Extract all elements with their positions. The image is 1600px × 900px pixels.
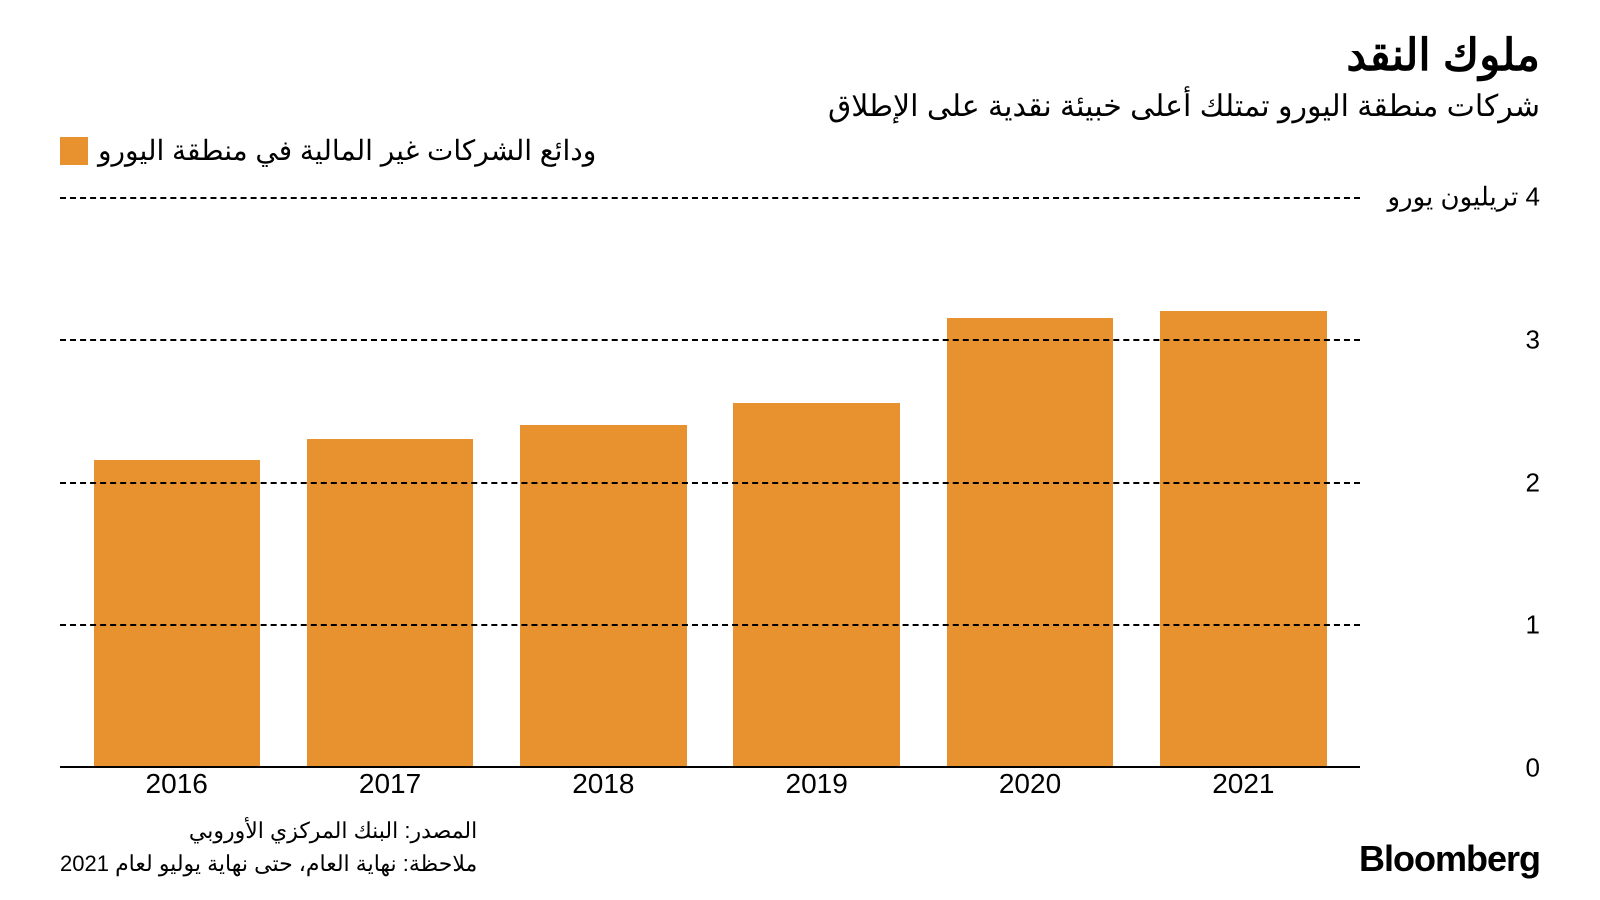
x-tick-label: 2019 xyxy=(710,768,923,800)
note-text: ملاحظة: نهاية العام، حتى نهاية يوليو لعا… xyxy=(60,847,477,880)
x-tick-label: 2017 xyxy=(283,768,496,800)
y-axis: 01234 تريليون يورو xyxy=(1360,197,1540,768)
legend-swatch xyxy=(60,137,88,165)
bar xyxy=(1160,311,1326,766)
legend: ودائع الشركات غير المالية في منطقة اليور… xyxy=(60,134,1540,167)
gridline xyxy=(60,624,1360,626)
chart-footer: Bloomberg المصدر: البنك المركزي الأوروبي… xyxy=(60,814,1540,880)
chart-title: ملوك النقد xyxy=(60,30,1540,81)
y-tick-label: 4 تريليون يورو xyxy=(1388,182,1541,213)
gridline xyxy=(60,339,1360,341)
bar xyxy=(520,425,686,766)
bar xyxy=(947,318,1113,766)
y-tick-label: 2 xyxy=(1526,467,1540,498)
chart-subtitle: شركات منطقة اليورو تمتلك أعلى خبيئة نقدي… xyxy=(60,89,1540,124)
x-tick-label: 2018 xyxy=(497,768,710,800)
x-axis-spacer xyxy=(1360,768,1540,800)
x-tick-label: 2016 xyxy=(70,768,283,800)
bar xyxy=(307,439,473,766)
legend-label: ودائع الشركات غير المالية في منطقة اليور… xyxy=(98,134,596,167)
footer-notes: المصدر: البنك المركزي الأوروبي ملاحظة: ن… xyxy=(60,814,477,880)
y-tick-label: 3 xyxy=(1526,324,1540,355)
source-text: المصدر: البنك المركزي الأوروبي xyxy=(60,814,477,847)
y-tick-label: 0 xyxy=(1526,753,1540,784)
x-axis: 201620172018201920202021 xyxy=(60,768,1540,800)
gridline xyxy=(60,197,1360,199)
bar xyxy=(733,403,899,766)
plot-area xyxy=(60,197,1360,768)
chart-area: 01234 تريليون يورو xyxy=(60,197,1540,768)
x-tick-label: 2020 xyxy=(923,768,1136,800)
brand-logo: Bloomberg xyxy=(1359,838,1540,880)
x-axis-labels: 201620172018201920202021 xyxy=(60,768,1360,800)
y-tick-label: 1 xyxy=(1526,610,1540,641)
bar xyxy=(94,460,260,766)
gridline xyxy=(60,482,1360,484)
x-tick-label: 2021 xyxy=(1137,768,1350,800)
